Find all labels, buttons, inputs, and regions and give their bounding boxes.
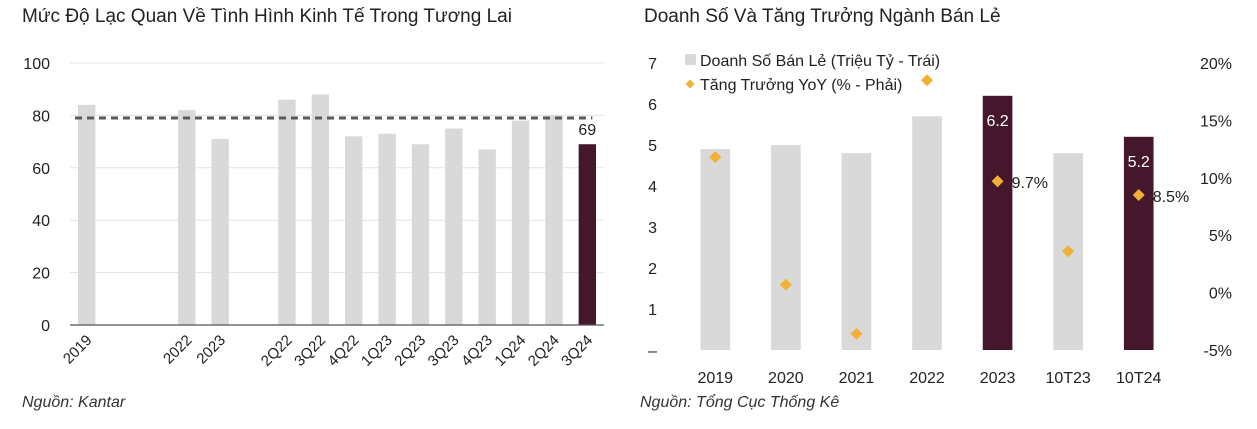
chart2-xtick: 2019 <box>697 370 733 387</box>
chart2-legend-swatch-bar <box>685 54 696 65</box>
chart1-xtick: 2023 <box>193 332 229 368</box>
chart2-bar <box>982 95 1013 350</box>
chart1-xtick: 4Q23 <box>458 332 496 370</box>
chart1-ytick: 100 <box>23 56 50 73</box>
chart2-point-label: 9.7% <box>1012 175 1048 192</box>
chart2-ytick-left: 3 <box>648 220 657 237</box>
chart2-bar-label: 5.2 <box>1128 154 1150 171</box>
chart1-bar-label: 69 <box>578 122 596 139</box>
chart1-bar <box>445 128 463 325</box>
chart2-growth-marker <box>779 278 792 291</box>
chart1-xtick: 2Q23 <box>391 332 429 370</box>
chart2-xtick: 2020 <box>768 370 804 387</box>
chart2-ytick-left: 2 <box>648 261 657 278</box>
chart2-xtick: 2023 <box>980 370 1016 387</box>
chart2-legend-label: Tăng Trưởng YoY (% - Phải) <box>700 77 902 94</box>
chart1-bar <box>545 115 563 326</box>
chart2-ytick-left: – <box>648 343 657 360</box>
chart1-xtick: 2019 <box>60 332 96 368</box>
chart2-source: Nguồn: Tổng Cục Thống Kê <box>640 394 840 411</box>
chart1-bar <box>178 110 196 325</box>
chart2-bar <box>841 153 872 350</box>
chart1-bar <box>411 144 430 325</box>
chart1-bar <box>78 104 96 325</box>
chart1-xtick: 3Q24 <box>558 332 596 370</box>
chart2-growth-marker <box>921 74 933 87</box>
chart2-xtick: 10T24 <box>1116 370 1161 387</box>
chart2-bar <box>700 149 731 350</box>
chart2-xtick: 2022 <box>909 370 945 387</box>
chart1-xtick: 3Q23 <box>425 332 463 370</box>
chart1-bar <box>211 138 229 325</box>
chart2-growth-marker <box>1062 245 1075 258</box>
chart2-xtick: 10T23 <box>1045 370 1090 387</box>
chart1-xtick: 3Q22 <box>291 332 329 370</box>
chart2-ytick-right: -5% <box>1204 343 1232 360</box>
chart2-legend-swatch-marker <box>685 79 695 89</box>
chart2-growth-marker <box>850 327 863 340</box>
chart2-ytick-left: 7 <box>648 56 657 73</box>
chart1-ytick: 80 <box>32 108 50 125</box>
chart1-xtick: 2Q22 <box>258 332 296 370</box>
chart2-ytick-left: 4 <box>648 179 657 196</box>
chart1-ytick: 60 <box>32 161 50 178</box>
chart1-xtick: 2Q24 <box>525 332 563 370</box>
chart1-bar <box>511 120 530 325</box>
chart1-bar <box>311 94 329 325</box>
chart1-source: Nguồn: Kantar <box>22 394 126 411</box>
chart2-bar <box>771 145 801 350</box>
chart1-bar <box>578 144 596 325</box>
chart2-bar <box>1123 136 1154 350</box>
chart2-xtick: 2021 <box>839 370 875 387</box>
chart2-ytick-left: 5 <box>648 138 657 155</box>
chart2-growth-marker <box>1132 189 1145 202</box>
chart2-bar-label: 6.2 <box>986 113 1008 130</box>
chart2-growth-marker <box>991 175 1004 188</box>
chart2-bar <box>912 116 942 350</box>
chart1-ytick: 40 <box>32 213 50 230</box>
chart2-ytick-left: 1 <box>648 302 657 319</box>
chart1-title: Mức Độ Lạc Quan Về Tình Hình Kinh Tế Tro… <box>22 6 512 27</box>
chart2-ytick-right: 10% <box>1200 171 1232 188</box>
chart1-xtick: 4Q22 <box>325 332 363 370</box>
chart2-legend-label: Doanh Số Bán Lẻ (Triệu Tỷ - Trái) <box>700 53 940 70</box>
chart1-bar <box>345 136 363 325</box>
chart2-point-label: 8.5% <box>1153 189 1189 206</box>
chart2-ytick-left: 6 <box>648 97 657 114</box>
chart1-bar <box>478 149 496 325</box>
chart2-ytick-right: 5% <box>1209 228 1232 245</box>
chart2-growth-marker <box>709 151 722 164</box>
chart1-xtick: 2022 <box>160 332 196 368</box>
chart2-ytick-right: 20% <box>1200 56 1232 73</box>
chart2-ytick-right: 15% <box>1200 113 1232 130</box>
chart2-ytick-right: 0% <box>1209 286 1232 303</box>
chart1-bar <box>378 133 396 325</box>
chart1-ytick: 20 <box>32 266 50 283</box>
chart1-xtick: 1Q24 <box>491 332 529 370</box>
chart1-bar <box>278 99 296 326</box>
chart1-ytick: 0 <box>41 318 50 335</box>
chart2-title: Doanh Số Và Tăng Trưởng Ngành Bán Lẻ <box>644 6 1001 27</box>
chart1-xtick: 1Q23 <box>358 332 396 370</box>
